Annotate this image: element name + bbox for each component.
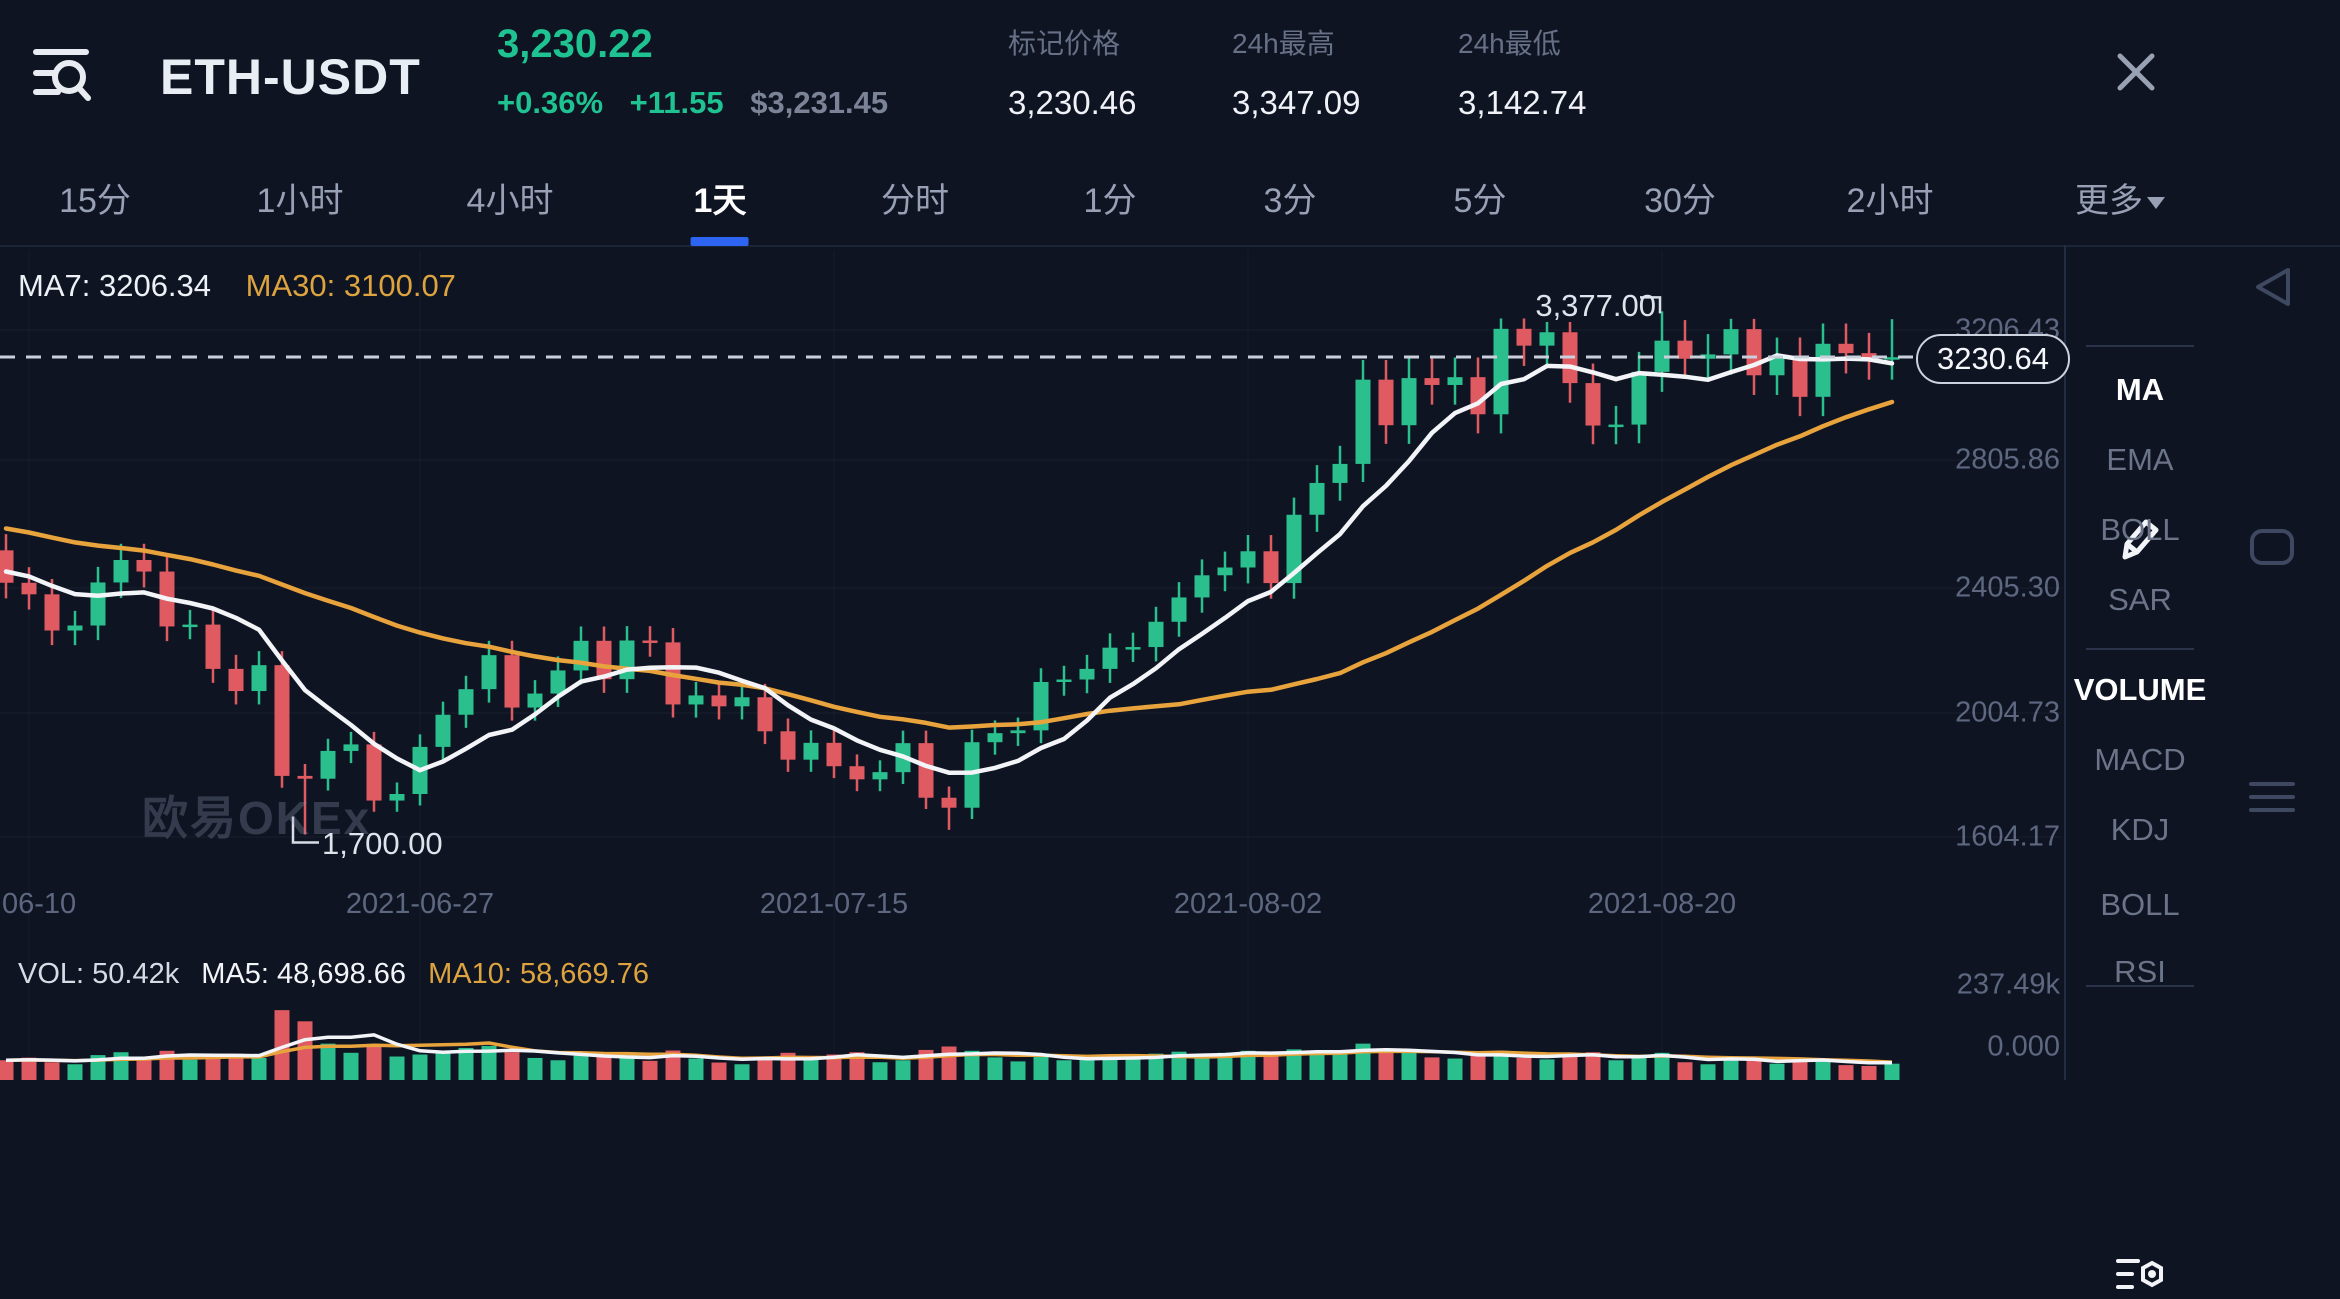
stat-label: 24h最高 [1232,28,1335,59]
sidebar-item-ema[interactable]: EMA [2106,442,2174,477]
sidebar-item-kdj[interactable]: KDJ [2110,812,2170,847]
date-axis-label: 2021-08-20 [1587,888,1737,920]
last-price-badge: 3230.64 [1916,334,2070,384]
tab-30分[interactable]: 30分 [1644,182,1716,220]
sidebar-item-ma[interactable]: MA [2115,372,2165,407]
search-pairs-icon[interactable] [28,40,94,106]
indicator-settings-icon[interactable] [2116,1253,2166,1299]
vol-ma5-value: MA5: 48,698.66 [201,958,407,990]
draw-pencil-icon[interactable] [2118,513,2164,563]
sidebar-item-boll[interactable]: BOLL [2100,512,2180,547]
price-change-row: +0.36% +11.55 $3,231.45 [497,85,888,121]
android-back-icon[interactable] [2248,266,2296,308]
date-axis-label: 06-10 [2,888,77,920]
tab-分时[interactable]: 分时 [881,182,949,220]
ma30-value: MA30: 3100.07 [245,268,456,303]
last-price: 3,230.22 [497,22,653,66]
date-axis-label: 2021-08-02 [1173,888,1323,920]
tab-3分[interactable]: 3分 [1263,182,1317,220]
change-percent: +0.36% [497,85,604,120]
stat-value: 3,230.46 [1008,84,1137,121]
stat-mark-price: 标记价格 3,230.46 [1008,22,1228,122]
stat-24h-low: 24h最低 3,142.74 [1458,22,1678,122]
indicator-sidebar: MA EMA BOLL SAR VOLUME MACD KDJ BOLL RSI [2064,245,2214,1289]
tab-4小时[interactable]: 4小时 [466,182,554,220]
stat-value: 3,347.09 [1232,84,1361,121]
stat-value: 3,142.74 [1458,84,1587,121]
vol-ma10-value: MA10: 58,669.76 [428,958,649,990]
sidebar-item-macd[interactable]: MACD [2094,742,2186,777]
date-axis-label: 2021-06-27 [345,888,495,920]
fiat-price: $3,231.45 [750,85,889,120]
tab-1分[interactable]: 1分 [1083,182,1137,220]
timeframe-tabs: 更多 15分 1小时 4小时 1天 分时 1分 3分 5分 30分 2小时 [0,155,2340,247]
price-axis-label: 1604.17 [1955,820,2060,853]
tab-more[interactable]: 更多 [2075,173,2165,222]
vol-value: VOL: 50.42k [18,958,180,990]
sidebar-divider [2086,345,2194,347]
chart-header: ETH-USDT 3,230.22 +0.36% +11.55 $3,231.4… [0,0,2340,155]
sidebar-divider [2086,985,2194,987]
price-axis-label: 2805.86 [1955,443,2060,476]
volume-legend: VOL: 50.42k MA5: 48,698.66 MA10: 58,669.… [18,958,649,991]
date-axis-label: 2021-07-15 [759,888,909,920]
price-axis-label: 2004.73 [1955,696,2060,729]
tab-15分[interactable]: 15分 [59,182,131,220]
close-icon[interactable] [2112,48,2160,96]
low-price-annotation: 1,700.00 [322,826,443,861]
android-recents-icon[interactable] [2248,776,2296,818]
price-axis-label: 2405.30 [1955,571,2060,604]
sidebar-item-rsi[interactable]: RSI [2114,954,2166,989]
volume-axis-label: 0.000 [1987,1030,2060,1063]
sidebar-item-boll[interactable]: BOLL [2100,887,2180,922]
pair-title: ETH-USDT [160,49,421,105]
stat-label: 标记价格 [1008,28,1121,59]
stat-24h-high: 24h最高 3,347.09 [1232,22,1452,122]
tab-2小时[interactable]: 2小时 [1846,182,1934,220]
android-home-icon[interactable] [2248,526,2296,568]
ma7-value: MA7: 3206.34 [18,268,212,303]
tab-1小时[interactable]: 1小时 [256,182,344,220]
sidebar-item-volume[interactable]: VOLUME [2073,672,2207,707]
sidebar-item-sar[interactable]: SAR [2108,582,2172,617]
tab-1天[interactable]: 1天 [694,173,747,222]
okex-watermark: 欧易OKEx [142,792,372,844]
stat-label: 24h最低 [1458,28,1561,59]
candlestick-chart[interactable] [0,0,2340,1080]
sidebar-divider [2086,648,2194,650]
high-price-annotation: 3,377.00 [1535,288,1656,323]
change-absolute: +11.55 [629,85,724,120]
volume-axis-label: 237.49k [1956,968,2060,1001]
tab-5分[interactable]: 5分 [1453,182,1507,220]
ma-legend: MA7: 3206.34 MA30: 3100.07 [18,268,456,304]
caret-icon [2147,197,2165,210]
